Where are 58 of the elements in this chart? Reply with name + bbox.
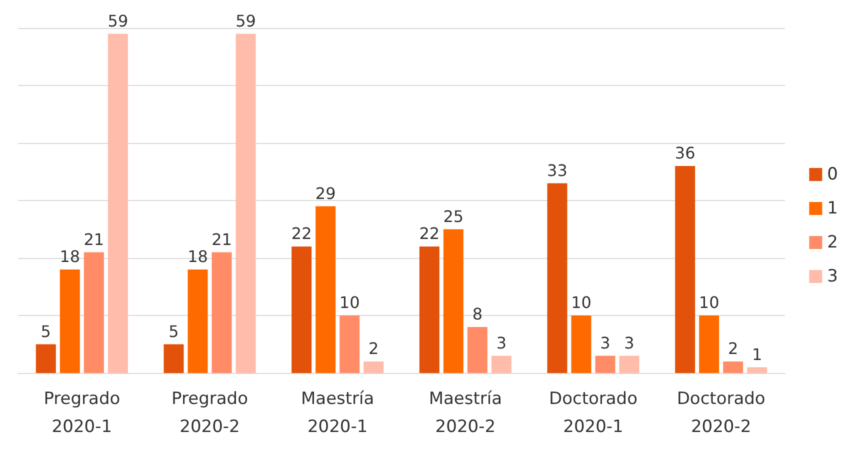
bar xyxy=(747,367,768,373)
bar xyxy=(188,270,208,373)
x-tick-label: Doctorado 2020-2 xyxy=(676,389,766,437)
data-label: 3 xyxy=(624,333,634,352)
bar xyxy=(723,362,744,373)
bar xyxy=(547,183,568,373)
legend-label: 2 xyxy=(827,232,838,252)
bar xyxy=(419,246,440,373)
data-label: 22 xyxy=(291,224,312,243)
data-label: 59 xyxy=(108,11,128,30)
data-label: 10 xyxy=(571,293,592,312)
data-label: 33 xyxy=(547,160,568,180)
data-label: 3 xyxy=(600,333,610,352)
bar xyxy=(675,166,696,373)
bar xyxy=(619,356,640,373)
legend-label: 0 xyxy=(827,164,838,184)
x-tick-label: Maestría 2020-1 xyxy=(300,389,374,437)
bar xyxy=(443,229,464,373)
bar xyxy=(164,344,184,373)
bar xyxy=(491,356,512,373)
legend-label: 3 xyxy=(827,266,838,286)
data-label: 22 xyxy=(419,224,440,243)
bar xyxy=(292,246,312,373)
data-label: 10 xyxy=(698,293,720,312)
data-label: 3 xyxy=(496,333,507,352)
data-label: 29 xyxy=(315,184,336,203)
bar xyxy=(467,327,488,373)
x-tick-label: Doctorado 2020-1 xyxy=(548,389,638,437)
data-label: 1 xyxy=(752,344,762,364)
data-label: 5 xyxy=(168,322,179,341)
data-label: 25 xyxy=(443,206,464,226)
data-label: 21 xyxy=(212,230,232,249)
x-tick-label: Maestría 2020-2 xyxy=(428,389,502,437)
data-label: 18 xyxy=(188,247,208,266)
bar xyxy=(108,34,128,373)
legend-label: 1 xyxy=(827,198,838,218)
data-label: 8 xyxy=(472,304,483,324)
bar xyxy=(60,270,80,373)
bar xyxy=(212,252,232,373)
bar xyxy=(364,362,384,373)
bar xyxy=(36,344,56,373)
bar xyxy=(571,316,592,373)
bar xyxy=(595,356,616,373)
data-label: 36 xyxy=(674,144,696,162)
data-label: 59 xyxy=(236,11,256,30)
data-label: 5 xyxy=(40,322,51,341)
data-label: 2 xyxy=(728,339,738,358)
bar xyxy=(84,252,104,373)
x-tick-label: Pregrado 2020-2 xyxy=(172,389,248,437)
data-label: 18 xyxy=(60,247,80,266)
data-label: 21 xyxy=(84,230,104,249)
bar xyxy=(236,34,256,373)
bar xyxy=(699,316,720,373)
bar xyxy=(316,206,336,373)
data-label: 10 xyxy=(339,293,360,312)
x-tick-label: Pregrado 2020-1 xyxy=(44,389,120,437)
data-label: 2 xyxy=(368,339,379,358)
bar xyxy=(340,316,360,373)
